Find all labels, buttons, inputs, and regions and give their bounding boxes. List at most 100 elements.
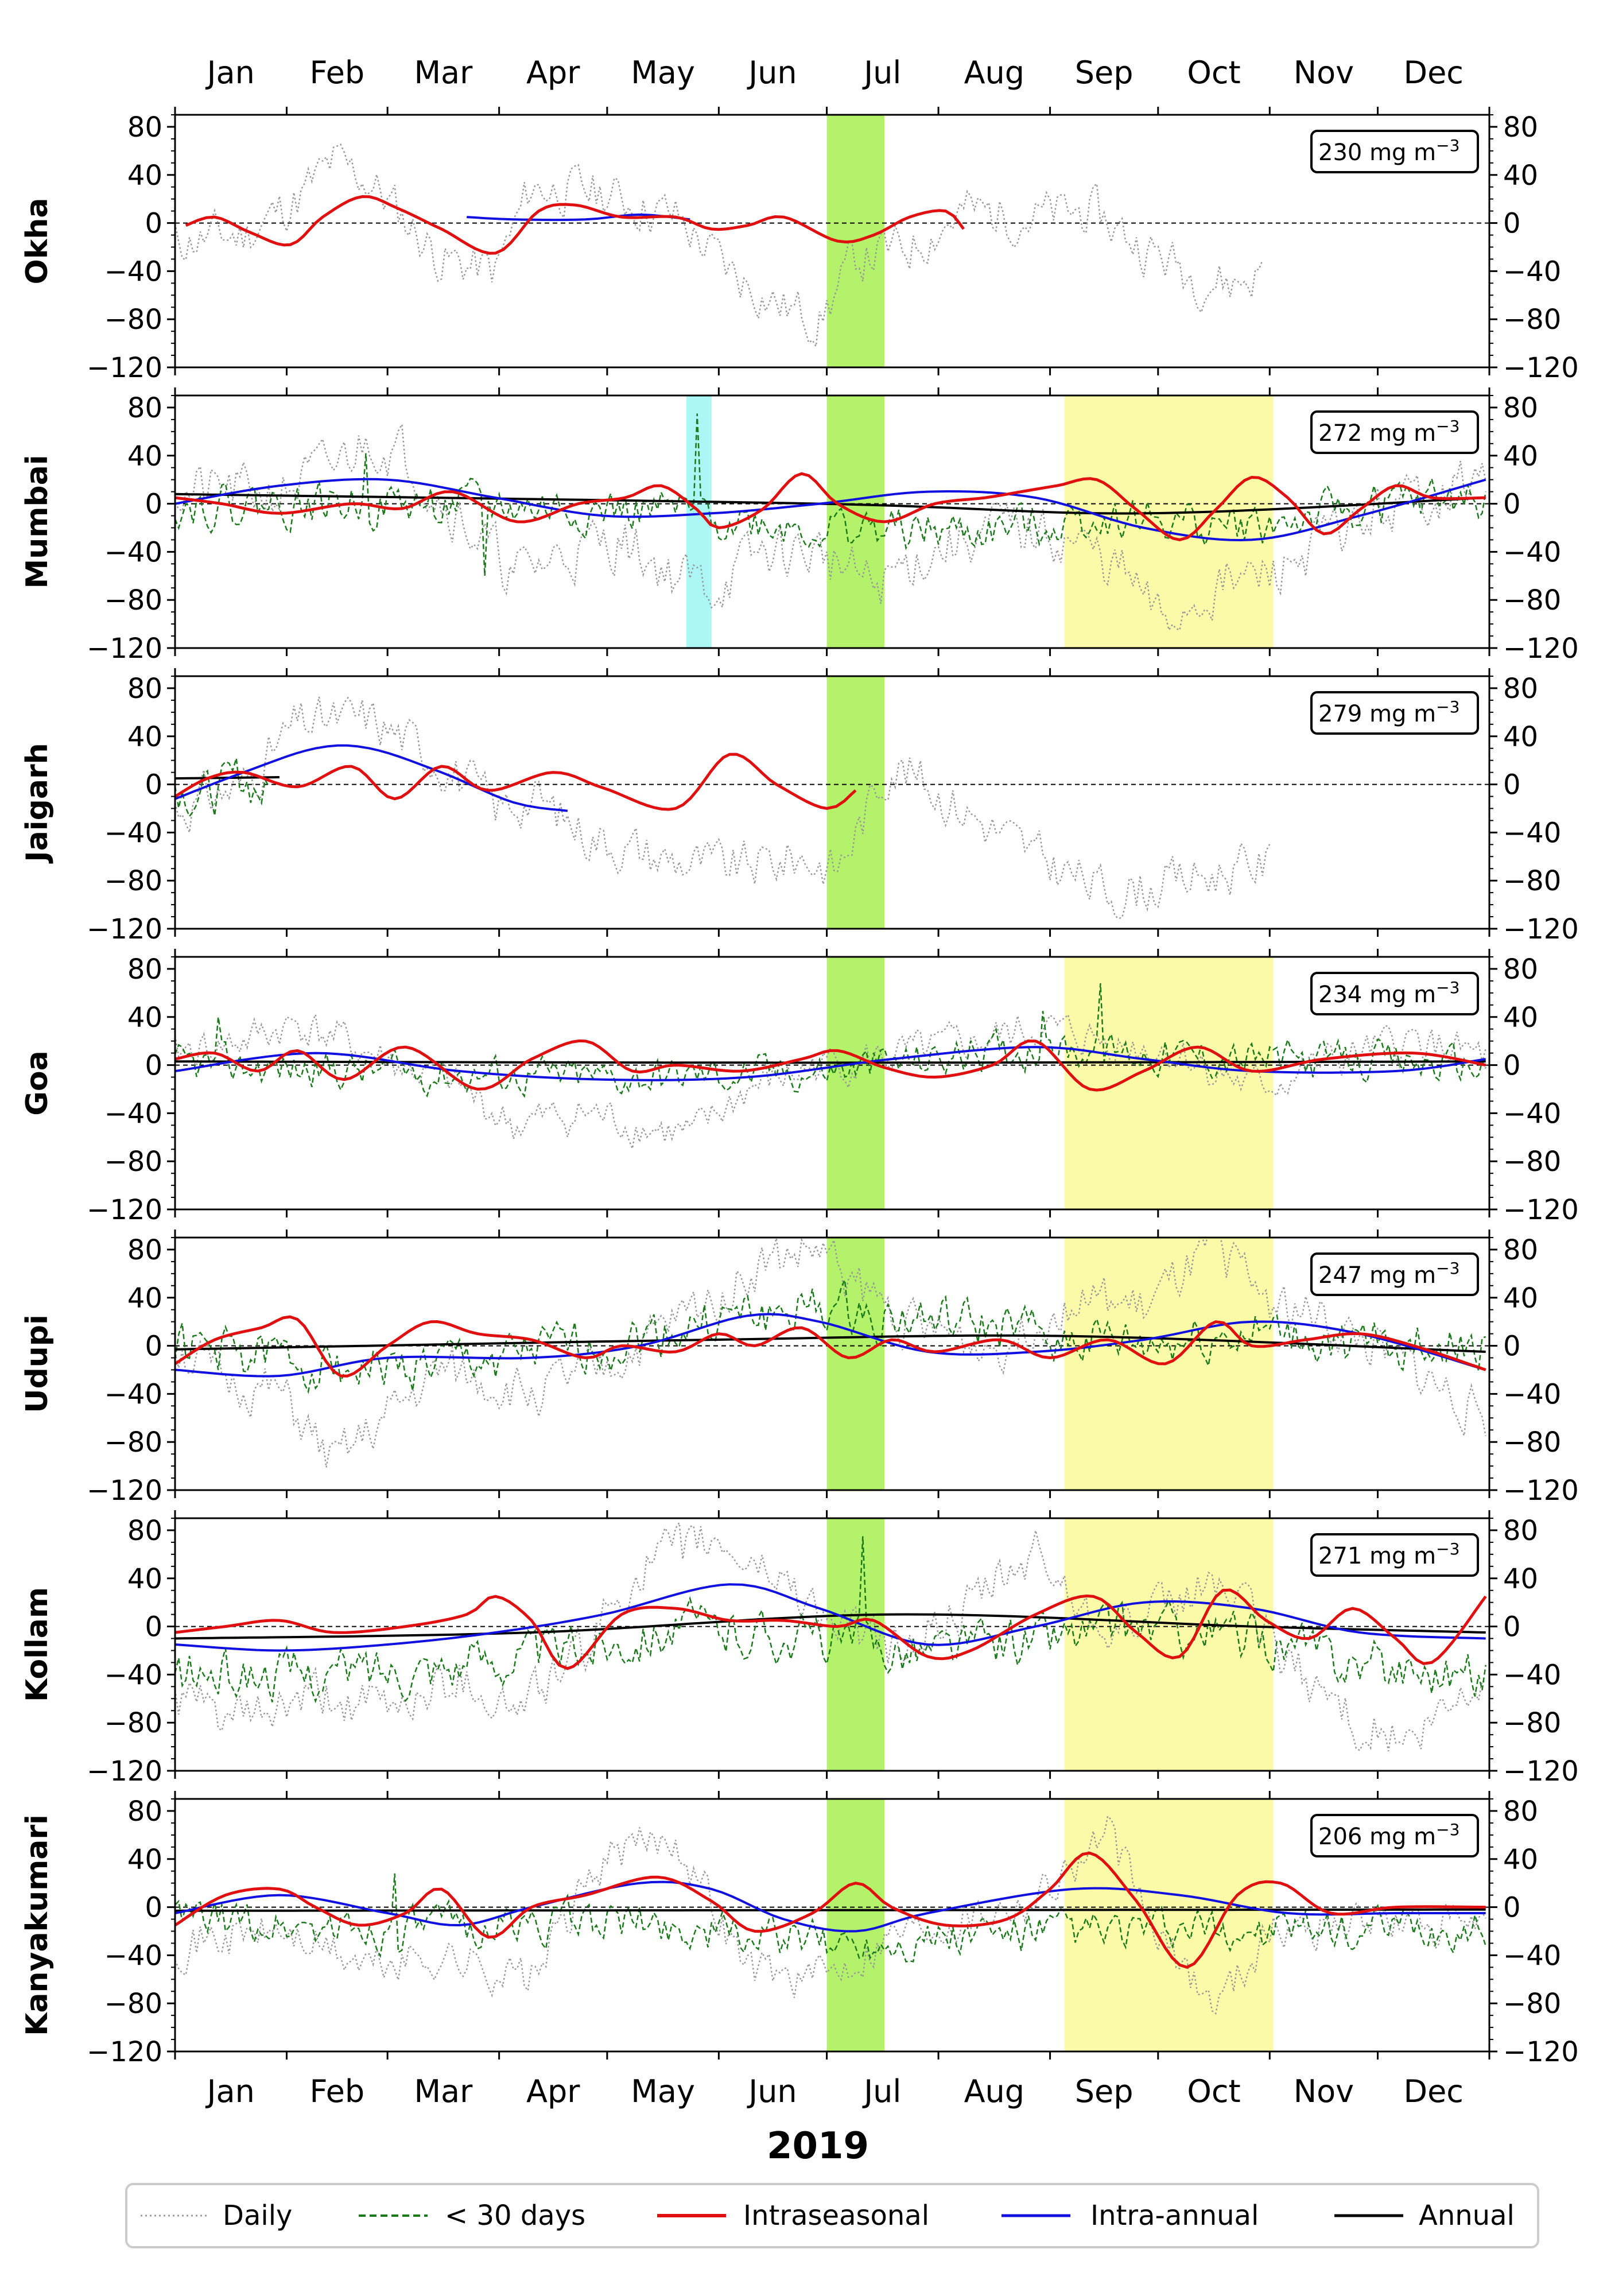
bottom-month-axis: Jan Feb Mar Apr May Jun Jul Aug Sep Oct Nov Dec — [205, 2073, 1464, 2109]
value-box — [1310, 972, 1479, 1015]
station-label-kollam: Kollam — [20, 1587, 55, 1702]
y-tick-label-left: −80 — [104, 1426, 162, 1459]
y-tick-label-left: −80 — [104, 1707, 162, 1739]
yellow-shading-band — [1064, 395, 1274, 648]
y-tick-label-left: −40 — [104, 255, 162, 288]
top-month-axis: Jan Feb Mar Apr May Jun Jul Aug Sep Oct Nov Dec — [205, 55, 1464, 91]
legend-intraseasonal-label: Intraseasonal — [743, 2200, 929, 2232]
y-tick-label-right: −120 — [1503, 1194, 1579, 1226]
legend-intraannual-label: Intra-annual — [1090, 2200, 1259, 2232]
series-group — [175, 1238, 1486, 1468]
y-tick-label-right: −120 — [1503, 1755, 1579, 1787]
top-month-label: Jun — [747, 55, 797, 91]
y-tick-label-left: −80 — [104, 865, 162, 897]
y-tick-label-left: −40 — [104, 1659, 162, 1691]
series-intraseasonal — [175, 1851, 1486, 1969]
station-label-kanyakumari: Kanyakumari — [20, 1814, 55, 2036]
y-tick-label-left: 40 — [127, 1844, 162, 1876]
y-tick-label-left: 40 — [127, 721, 162, 753]
series-group — [175, 696, 1271, 920]
y-tick-label-left: −40 — [104, 817, 162, 849]
top-month-label: Jul — [862, 55, 901, 91]
y-tick-label-left: −120 — [87, 1755, 162, 1787]
y-tick-label-left: 40 — [127, 1282, 162, 1314]
series-lt30 — [175, 1873, 1486, 1963]
y-tick-label-right: −40 — [1503, 1940, 1561, 1972]
station-label-udupi: Udupi — [20, 1314, 55, 1413]
green-shading-band — [826, 1799, 884, 2051]
value-box-text: 206 mg m−3 — [1318, 1820, 1460, 1850]
top-month-label: Sep — [1075, 55, 1134, 91]
y-tick-label-left: 40 — [127, 160, 162, 192]
series-daily — [175, 1011, 1486, 1151]
y-tick-label-left: 80 — [127, 1795, 162, 1828]
bottom-month-label: Dec — [1404, 2073, 1464, 2109]
legend-annual-label: Annual — [1419, 2200, 1515, 2232]
value-box — [1310, 691, 1479, 735]
legend-frame — [125, 2183, 1539, 2248]
y-tick-label-left: 0 — [145, 488, 162, 521]
yellow-shading-band — [1064, 1799, 1274, 2051]
y-tick-label-right: 40 — [1503, 1563, 1538, 1595]
y-tick-label-right: −80 — [1503, 1146, 1561, 1178]
series-intraseasonal — [175, 472, 1486, 541]
green-shading-band — [826, 676, 884, 929]
y-tick-label-left: −120 — [87, 913, 162, 945]
y-tick-label-right: −120 — [1503, 913, 1579, 945]
station-label-goa: Goa — [20, 1050, 55, 1116]
axes-frame — [174, 1517, 1490, 1772]
axes-frame — [174, 394, 1490, 649]
y-tick-label-left: 0 — [145, 1331, 162, 1363]
legend-lt30-label: < 30 days — [445, 2200, 585, 2232]
series-intraannual — [175, 1880, 1486, 1933]
y-tick-label-right: 80 — [1503, 1515, 1538, 1547]
top-month-label: Dec — [1404, 55, 1464, 91]
y-tick-label-right: 0 — [1503, 1331, 1521, 1363]
y-tick-label-right: 80 — [1503, 111, 1538, 144]
green-shading-band — [826, 957, 884, 1209]
y-tick-label-right: 80 — [1503, 673, 1538, 705]
series-group — [175, 1521, 1487, 1752]
y-tick-label-right: 40 — [1503, 440, 1538, 472]
axes-frame — [174, 1236, 1490, 1491]
y-tick-label-left: 0 — [145, 208, 162, 240]
bottom-month-label: Aug — [964, 2073, 1024, 2109]
value-box-text: 234 mg m−3 — [1318, 978, 1460, 1008]
y-tick-label-right: −40 — [1503, 1378, 1561, 1410]
y-tick-label-right: 80 — [1503, 953, 1538, 986]
y-tick-label-left: 0 — [145, 769, 162, 801]
y-tick-label-left: 0 — [145, 1892, 162, 1924]
y-tick-label-left: 80 — [127, 953, 162, 986]
series-intraannual — [175, 478, 1486, 542]
y-tick-label-right: −80 — [1503, 1426, 1561, 1459]
y-tick-label-right: −80 — [1503, 304, 1561, 336]
legend-daily-label: Daily — [223, 2200, 292, 2232]
bottom-month-label: Feb — [310, 2073, 365, 2109]
series-intraseasonal — [175, 1039, 1486, 1092]
series-annual — [175, 1908, 1486, 1912]
y-tick-label-right: −80 — [1503, 1707, 1561, 1739]
axes-frame — [174, 956, 1490, 1211]
series-annual — [175, 1613, 1486, 1640]
top-month-label: Mar — [414, 55, 473, 91]
value-box — [1310, 1252, 1479, 1296]
y-tick-label-right: −80 — [1503, 1988, 1561, 2020]
series-intraannual — [175, 1583, 1486, 1652]
y-tick-label-left: −120 — [87, 1475, 162, 1507]
series-intraannual — [175, 1313, 1486, 1378]
value-box — [1310, 1814, 1479, 1857]
bottom-month-label: Jul — [862, 2073, 901, 2109]
series-lt30 — [175, 1536, 1486, 1704]
y-tick-label-right: 40 — [1503, 160, 1538, 192]
green-shading-band — [826, 1518, 884, 1771]
y-tick-label-left: −80 — [104, 1988, 162, 2020]
station-label-mumbai: Mumbai — [20, 455, 55, 588]
value-box — [1310, 130, 1479, 173]
series-intraseasonal — [175, 1588, 1487, 1670]
y-tick-label-right: 0 — [1503, 1050, 1521, 1082]
